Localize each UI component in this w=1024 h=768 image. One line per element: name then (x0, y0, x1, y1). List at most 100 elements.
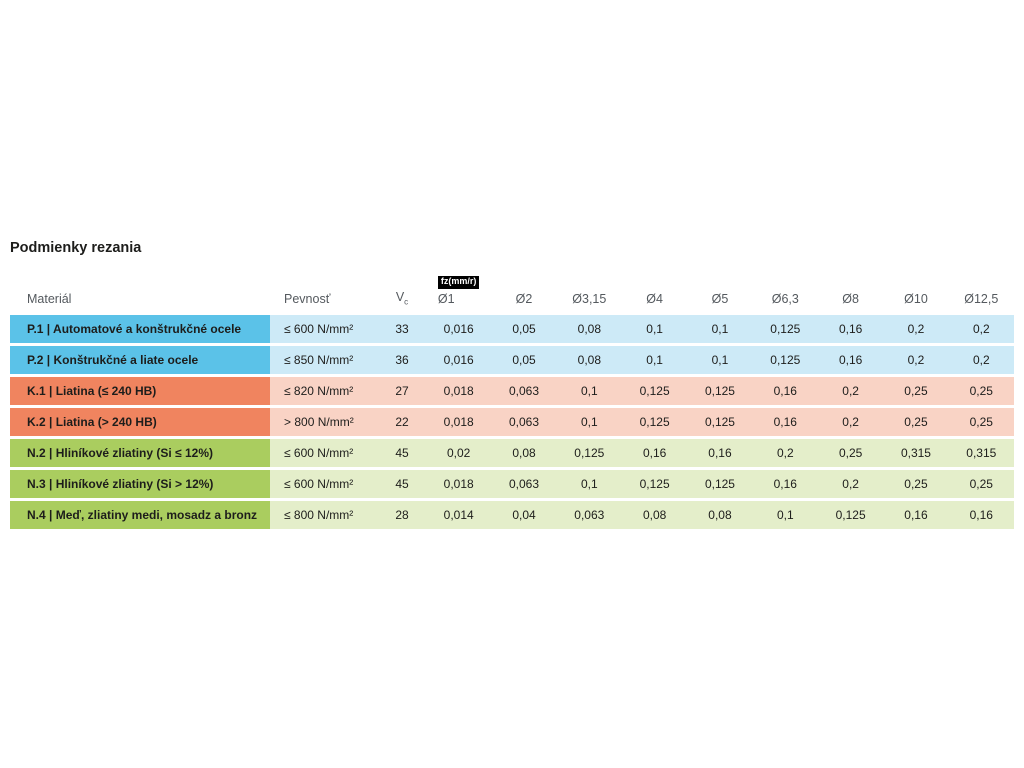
material-cell: K.2 | Liatina (> 240 HB) (10, 408, 270, 436)
material-cell: N.2 | Hliníkové zliatiny (Si ≤ 12%) (10, 439, 270, 467)
fz-value-cell-d2: 0,063 (491, 470, 557, 498)
header-diameter-8: Ø10 (904, 292, 928, 306)
fz-value-cell-d2: 0,05 (491, 315, 557, 343)
fz-value-cell-d9: 0,25 (948, 470, 1014, 498)
fz-value-cell-d2: 0,05 (491, 346, 557, 374)
fz-value-cell-d2: 0,063 (491, 377, 557, 405)
fz-value-cell-d1: 0,014 (426, 501, 492, 529)
fz-value-cell-d7: 0,2 (817, 470, 884, 498)
fz-value-cell-d3: 0,1 (556, 408, 622, 436)
table-row: K.2 | Liatina (> 240 HB) > 800 N/mm² 22 0,0… (10, 408, 1014, 436)
fz-value-cell-d6: 0,125 (752, 346, 818, 374)
fz-value-cell-d6: 0,2 (752, 439, 818, 467)
table-row: N.4 | Meď, zliatiny medi, mosadz a bronz… (10, 501, 1014, 529)
fz-value-cell-d9: 0,16 (948, 501, 1014, 529)
fz-value-cell-d1: 0,02 (426, 439, 492, 467)
fz-value-cell-d9: 0,25 (948, 377, 1014, 405)
fz-value-cell-d9: 0,315 (948, 439, 1014, 467)
pevnost-cell: ≤ 600 N/mm² (270, 470, 378, 498)
table-row: P.1 | Automatové a konštrukčné ocele ≤ 60… (10, 315, 1014, 343)
fz-value-cell-d8: 0,25 (883, 470, 949, 498)
fz-value-cell-d8: 0,2 (883, 315, 949, 343)
fz-value-cell-d8: 0,25 (883, 408, 949, 436)
header-diameter-9: Ø12,5 (964, 292, 999, 306)
table-header-row: Materiál Pevnosť Vc fz(mm/r) Ø1 Ø2 Ø3,15 Ø4 Ø… (10, 262, 1014, 315)
fz-value-cell-d1: 0,018 (426, 470, 492, 498)
header-diameter-1: fz(mm/r) Ø1 (426, 273, 491, 306)
fz-value-cell-d4: 0,125 (621, 377, 688, 405)
header-diameter-label: Ø1 (437, 292, 455, 306)
fz-value-cell-d5: 0,08 (687, 501, 753, 529)
fz-value-cell-d8: 0,315 (883, 439, 949, 467)
fz-value-cell-d4: 0,1 (621, 315, 688, 343)
fz-value-cell-d4: 0,08 (621, 501, 688, 529)
header-vc: Vc (378, 290, 426, 307)
vc-cell: 22 (378, 408, 426, 436)
fz-value-cell-d4: 0,16 (621, 439, 688, 467)
fz-value-cell-d4: 0,125 (621, 470, 688, 498)
vc-cell: 33 (378, 315, 426, 343)
pevnost-cell: ≤ 820 N/mm² (270, 377, 378, 405)
vc-cell: 36 (378, 346, 426, 374)
fz-value-cell-d7: 0,125 (817, 501, 884, 529)
fz-value-cell-d7: 0,16 (817, 346, 884, 374)
fz-value-cell-d8: 0,16 (883, 501, 949, 529)
cutting-conditions-table: Materiál Pevnosť Vc fz(mm/r) Ø1 Ø2 Ø3,15 Ø4 Ø… (10, 262, 1014, 532)
vc-subscript: c (404, 297, 409, 306)
table-row: K.1 | Liatina (≤ 240 HB) ≤ 820 N/mm² 27 0,0… (10, 377, 1014, 405)
vc-symbol: V (395, 289, 405, 304)
header-diameter-2: Ø2 (515, 292, 533, 306)
fz-value-cell-d5: 0,1 (687, 346, 753, 374)
fz-value-cell-d4: 0,1 (621, 346, 688, 374)
fz-value-cell-d6: 0,16 (752, 377, 818, 405)
fz-value-cell-d6: 0,125 (752, 315, 818, 343)
fz-value-cell-d5: 0,1 (687, 315, 753, 343)
material-cell: P.2 | Konštrukčné a liate ocele (10, 346, 270, 374)
vc-cell: 45 (378, 439, 426, 467)
fz-value-cell-d2: 0,063 (491, 408, 557, 436)
fz-value-cell-d5: 0,125 (687, 408, 753, 436)
fz-value-cell-d8: 0,2 (883, 346, 949, 374)
pevnost-cell: > 800 N/mm² (270, 408, 378, 436)
fz-value-cell-d5: 0,125 (687, 377, 753, 405)
vc-cell: 27 (378, 377, 426, 405)
pevnost-cell: ≤ 800 N/mm² (270, 501, 378, 529)
fz-value-cell-d5: 0,16 (687, 439, 753, 467)
fz-value-cell-d7: 0,16 (817, 315, 884, 343)
header-pevnost: Pevnosť (284, 292, 331, 306)
vc-cell: 45 (378, 470, 426, 498)
table-row: N.2 | Hliníkové zliatiny (Si ≤ 12%) ≤ 600… (10, 439, 1014, 467)
fz-unit-badge: fz(mm/r) (437, 276, 480, 289)
fz-value-cell-d7: 0,25 (817, 439, 884, 467)
fz-value-cell-d9: 0,2 (948, 346, 1014, 374)
fz-value-cell-d4: 0,125 (621, 408, 688, 436)
fz-value-cell-d3: 0,125 (556, 439, 622, 467)
fz-value-cell-d3: 0,08 (556, 315, 622, 343)
fz-value-cell-d7: 0,2 (817, 408, 884, 436)
header-diameter-7: Ø8 (842, 292, 859, 306)
fz-value-cell-d8: 0,25 (883, 377, 949, 405)
fz-value-cell-d5: 0,125 (687, 470, 753, 498)
vc-cell: 28 (378, 501, 426, 529)
fz-value-cell-d6: 0,16 (752, 470, 818, 498)
fz-value-cell-d1: 0,018 (426, 377, 492, 405)
header-diameter-5: Ø5 (711, 292, 729, 306)
fz-value-cell-d1: 0,018 (426, 408, 492, 436)
fz-value-cell-d1: 0,016 (426, 346, 492, 374)
fz-value-cell-d2: 0,04 (491, 501, 557, 529)
material-cell: N.4 | Meď, zliatiny medi, mosadz a bronz (10, 501, 270, 529)
material-cell: P.1 | Automatové a konštrukčné ocele (10, 315, 270, 343)
pevnost-cell: ≤ 600 N/mm² (270, 439, 378, 467)
fz-value-cell-d3: 0,1 (556, 470, 622, 498)
pevnost-cell: ≤ 850 N/mm² (270, 346, 378, 374)
fz-value-cell-d9: 0,25 (948, 408, 1014, 436)
material-cell: N.3 | Hliníkové zliatiny (Si > 12%) (10, 470, 270, 498)
fz-value-cell-d6: 0,1 (752, 501, 818, 529)
pevnost-cell: ≤ 600 N/mm² (270, 315, 378, 343)
table-body: P.1 | Automatové a konštrukčné ocele ≤ 60… (10, 315, 1014, 529)
page-title: Podmienky rezania (10, 240, 142, 256)
fz-value-cell-d3: 0,063 (556, 501, 622, 529)
header-diameter-3: Ø3,15 (572, 292, 607, 306)
fz-value-cell-d6: 0,16 (752, 408, 818, 436)
header-diameter-4: Ø4 (646, 292, 663, 306)
